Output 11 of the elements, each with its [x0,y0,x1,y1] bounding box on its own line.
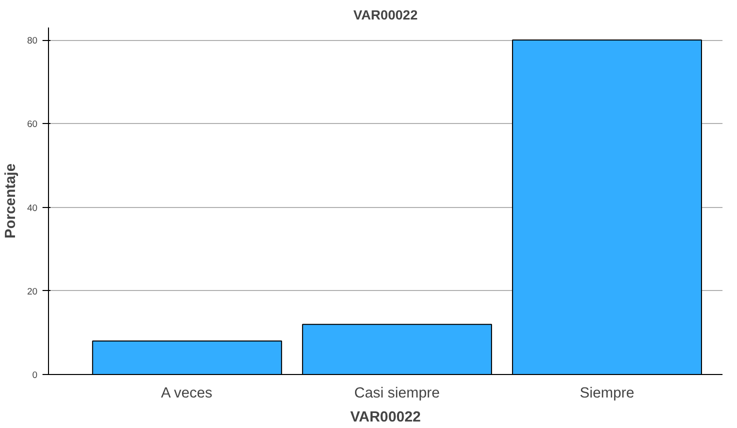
y-tick-label: 20 [27,286,38,296]
x-tick-label: Siempre [580,386,634,402]
chart-title: VAR00022 [353,8,418,22]
x-tick-label: A veces [161,386,212,402]
x-tick-label: Casi siempre [354,386,440,402]
y-tick-label: 40 [27,202,38,213]
y-tick-label: 60 [27,119,38,130]
y-tick-label: 0 [32,370,38,380]
x-axis-title: VAR00022 [350,410,421,426]
y-tick-label: 80 [27,36,38,46]
y-axis-title: Porcentaje [3,164,20,238]
